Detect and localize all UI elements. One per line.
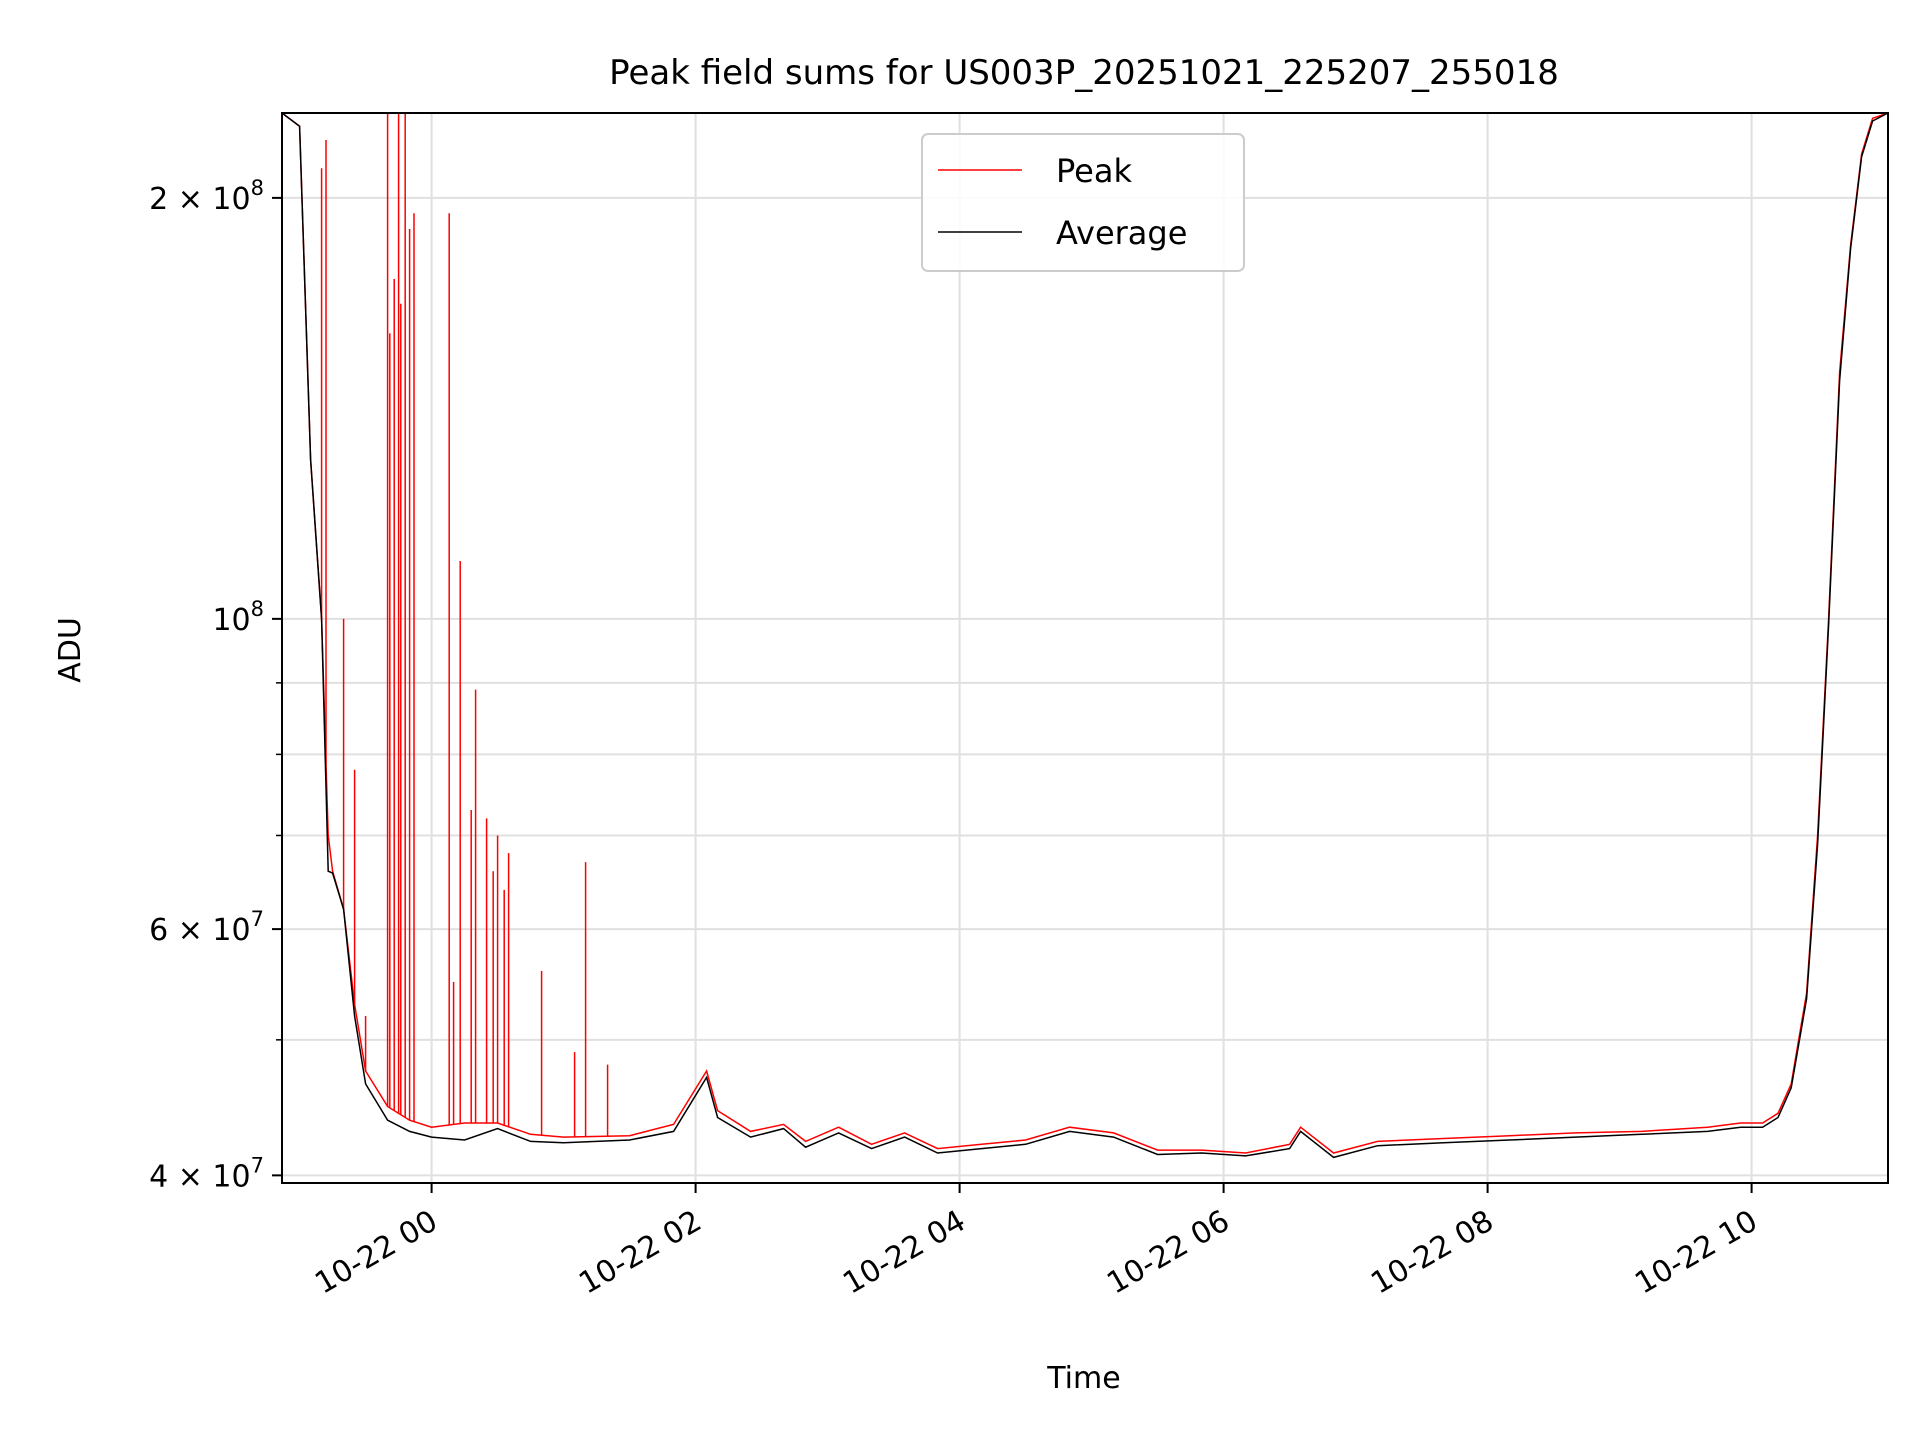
chart-title: Peak field sums for US003P_20251021_2252… <box>609 53 1559 93</box>
series-layer <box>281 112 1889 1159</box>
series-line-average <box>281 112 1889 1159</box>
legend: Peak Average <box>921 133 1245 272</box>
x-axis-label: Time <box>1046 1361 1120 1396</box>
legend-box <box>921 133 1245 272</box>
y-tick-label: 2 × 108 <box>149 176 264 217</box>
y-axis-label: ADU <box>53 617 88 683</box>
legend-label-average: Average <box>1056 214 1187 252</box>
legend-label-peak: Peak <box>1056 152 1132 190</box>
plot-frame <box>281 112 1889 1184</box>
y-tick-label: 6 × 107 <box>149 907 264 948</box>
y-tick-label: 4 × 107 <box>149 1153 264 1194</box>
grid-layer <box>282 113 1888 1183</box>
